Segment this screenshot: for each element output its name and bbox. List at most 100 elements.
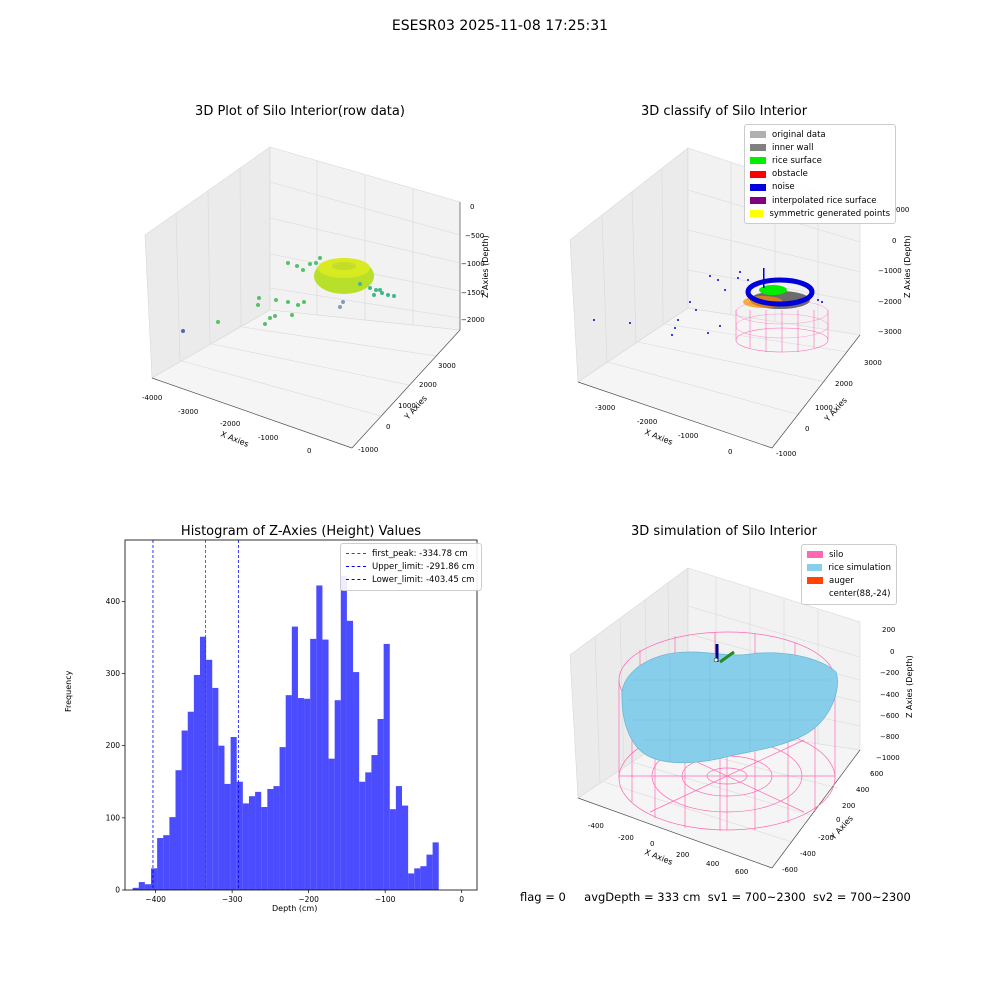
sim-ytick: -200 (818, 834, 834, 842)
classify-ztick: −3000 (878, 328, 902, 336)
legend-label: noise (772, 182, 795, 193)
classify-ytick: 2000 (835, 380, 853, 388)
legend-swatch (750, 157, 766, 165)
legend-label: Upper_limit: -291.86 cm (372, 561, 475, 572)
histogram-bar (169, 817, 176, 890)
histogram-bar (328, 758, 335, 890)
legend-swatch (750, 197, 766, 205)
status-avg-depth: avgDepth = 333 cm (584, 890, 701, 904)
raw-ytick: 0 (386, 423, 390, 431)
histogram-bar (212, 687, 219, 890)
legend-label: Lower_limit: -403.45 cm (372, 574, 475, 585)
histogram-bar (224, 783, 231, 890)
sim-ztick: −200 (880, 669, 899, 677)
histogram-bar (285, 695, 292, 890)
classify-xtick: -2000 (637, 418, 657, 426)
histogram-bar (242, 803, 249, 890)
legend-label: obstacle (772, 169, 808, 180)
sim-xtick: 200 (676, 851, 689, 859)
classify-xtick: -1000 (678, 432, 698, 440)
histogram-bar (193, 674, 200, 890)
legend-swatch (346, 566, 366, 568)
raw-3d-plot: -4000 -3000 -2000 -1000 0 -1000 0 1000 2… (142, 146, 490, 455)
histogram-bar (377, 718, 384, 890)
histogram-bar (383, 643, 390, 890)
classify-zlabel: Z Axies (Depth) (903, 235, 912, 298)
status-line: flag = 0 avgDepth = 333 cm sv1 = 700~230… (520, 890, 911, 904)
histogram-ylabel: Frequency (64, 670, 73, 712)
sim-ytick: -400 (800, 850, 816, 858)
sim-ytick: 400 (856, 786, 869, 794)
histogram-bar (316, 585, 323, 890)
histogram-bar (340, 576, 347, 890)
legend-entry: rice surface (750, 154, 890, 167)
legend-entry: silo (807, 548, 891, 561)
sim-ytick: 200 (842, 802, 855, 810)
histogram-bar (261, 807, 268, 890)
raw-xtick: -3000 (178, 408, 198, 416)
histogram-bar (371, 755, 378, 890)
histogram-bar (163, 835, 170, 890)
legend-label: original data (772, 129, 826, 140)
histogram-xtick-label: −200 (298, 895, 319, 904)
legend-entry: rice simulation (807, 561, 891, 574)
histogram-bar (389, 809, 396, 890)
raw-xtick: -4000 (142, 394, 162, 402)
legend-label: rice surface (772, 155, 822, 166)
histogram-ytick-label: 400 (106, 597, 121, 606)
legend-label: center(88,-24) (829, 589, 891, 600)
classify-ztick: −1000 (878, 267, 902, 275)
classify-xtick: -3000 (595, 404, 615, 412)
histogram-bar (408, 873, 415, 890)
simulation-legend: silo rice simulation auger center(88,-24) (801, 544, 897, 605)
sim-ytick: -600 (782, 866, 798, 874)
histogram-bar (432, 842, 439, 890)
legend-entry: interpolated rice surface (750, 194, 890, 207)
histogram-bar (267, 788, 274, 890)
legend-label: inner wall (772, 142, 814, 153)
legend-swatch (750, 210, 764, 218)
status-sv1: sv1 = 700~2300 (707, 890, 806, 904)
histogram-bar (353, 672, 360, 890)
classify-ytick: 3000 (864, 359, 882, 367)
figure-title: ESESR03 2025-11-08 17:25:31 (391, 18, 609, 34)
legend-label: auger (829, 575, 854, 586)
histogram-bar (304, 698, 311, 890)
histogram-title: Histogram of Z-Axies (Height) Values (180, 524, 422, 539)
sim-xtick: -200 (618, 834, 634, 842)
status-sv2: sv2 = 700~2300 (812, 890, 911, 904)
sim-ytick: 600 (870, 770, 883, 778)
sim-ztick: −400 (880, 691, 899, 699)
histogram-bar (414, 868, 421, 890)
classify-ytick: 0 (805, 425, 809, 433)
histogram-bar (175, 770, 182, 890)
histogram-bar (395, 786, 403, 890)
raw-ztick: −2000 (461, 316, 485, 324)
legend-label: interpolated rice surface (772, 195, 877, 206)
sim-zlabel: Z Axies (Depth) (905, 655, 914, 718)
legend-entry: center(88,-24) (807, 588, 891, 601)
status-flag: flag = 0 (520, 890, 566, 904)
raw-ytick: 3000 (438, 362, 456, 370)
raw-xtick: -1000 (258, 434, 278, 442)
histogram-bar (230, 737, 237, 890)
histogram-bar (151, 868, 158, 890)
histogram-bar (199, 636, 207, 890)
histogram-xtick-label: 0 (459, 895, 464, 904)
classify-ztick: −2000 (878, 298, 902, 306)
histogram-bar (291, 626, 298, 890)
sim-ztick: −800 (880, 733, 899, 741)
raw-ztick: −1000 (461, 260, 485, 268)
legend-entry: Upper_limit: -291.86 cm (346, 560, 476, 573)
histogram-bar (346, 620, 354, 890)
legend-swatch (346, 553, 366, 555)
legend-swatch (346, 579, 366, 581)
sim-ytick: 0 (836, 816, 840, 824)
raw-ytick: 1000 (398, 402, 416, 410)
histogram-bar (255, 791, 262, 890)
histogram-bar (236, 781, 243, 890)
raw-ytick: -1000 (358, 446, 378, 454)
classify-legend: original data inner wall rice surface obsta… (744, 124, 896, 225)
raw-ytick: 2000 (419, 381, 437, 389)
